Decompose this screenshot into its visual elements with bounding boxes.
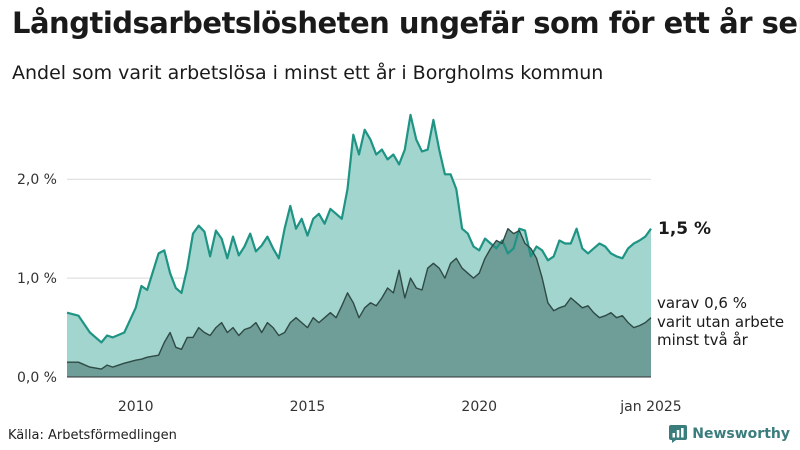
x-tick-label: 2010 [118, 399, 154, 415]
y-tick-label: 2,0 % [17, 172, 57, 188]
line-total-series [66, 113, 652, 344]
end-label-long-line3: minst två år [657, 331, 749, 349]
x-tick-label: 2015 [290, 399, 326, 415]
chart-subtitle: Andel som varit arbetslösa i minst ett å… [12, 62, 604, 84]
newsworthy-logo-icon [669, 425, 688, 443]
area-long-term-series [67, 228, 651, 377]
x-tick-label: 2020 [461, 399, 497, 415]
x-axis-ticks: 2010 2015 2020 jan 2025 [118, 399, 682, 415]
brand-logo[interactable]: Newsworthy [669, 425, 790, 443]
end-label-long-line1: varav 0,6 % [657, 294, 747, 312]
brand-name: Newsworthy [692, 426, 790, 442]
end-label-total: 1,5 % [658, 219, 711, 239]
y-tick-label: 1,0 % [17, 271, 57, 287]
end-label-long-line2: varit utan arbete [657, 313, 784, 331]
y-tick-label: 0,0 % [17, 370, 57, 386]
y-axis-ticks: 0,0 % 1,0 % 2,0 % [17, 172, 57, 386]
chart-title: Långtidsarbetslösheten ungefär som för e… [12, 6, 800, 40]
line-long-term-series [67, 228, 652, 370]
x-tick-label: jan 2025 [619, 399, 681, 415]
source-note: Källa: Arbetsförmedlingen [8, 428, 177, 443]
